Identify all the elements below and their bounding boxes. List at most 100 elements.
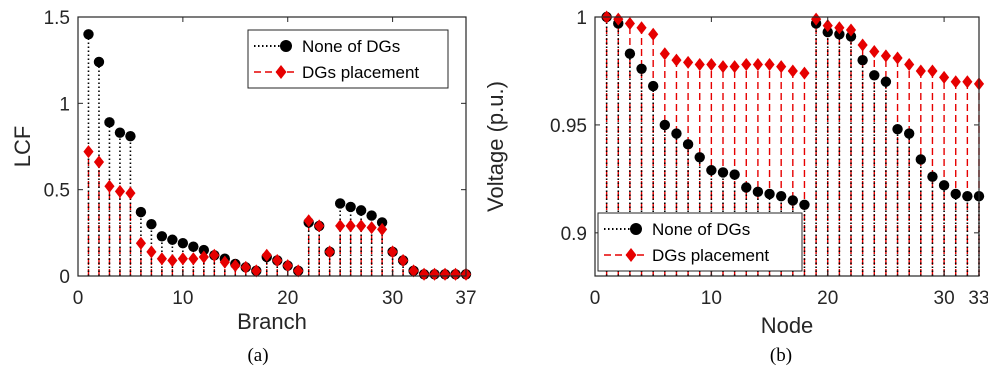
x-axis-label-b: Node — [761, 313, 814, 338]
marker-dgs-placement — [93, 155, 105, 169]
marker-dgs-placement — [659, 47, 670, 61]
marker-none-of-dgs — [198, 244, 210, 256]
marker-none-of-dgs — [636, 63, 647, 74]
marker-dgs-placement — [799, 66, 810, 80]
marker-none-of-dgs — [659, 119, 671, 131]
x-tick-label: 30 — [382, 288, 403, 309]
legend-symbol-none-of-dgs-b — [604, 223, 644, 235]
marker-none-of-dgs — [83, 29, 94, 40]
marker-dgs-placement — [683, 55, 694, 69]
marker-dgs-placement — [752, 57, 763, 71]
axes-box-b — [594, 16, 980, 277]
marker-dgs-placement — [741, 57, 752, 71]
legend-symbol-dgs-placement-a — [254, 65, 294, 79]
axes-box-a — [77, 16, 467, 277]
marker-none-of-dgs — [135, 206, 147, 218]
x-axis-label-a: Branch — [237, 309, 307, 334]
marker-dgs-placement — [950, 75, 961, 89]
marker-none-of-dgs — [114, 127, 126, 138]
y-tick-label: 1.5 — [44, 8, 70, 29]
marker-dgs-placement — [429, 267, 440, 281]
marker-dgs-placement — [648, 27, 659, 41]
marker-none-of-dgs — [787, 195, 799, 206]
marker-none-of-dgs — [125, 130, 136, 142]
marker-dgs-placement — [857, 38, 868, 52]
marker-dgs-placement — [892, 51, 903, 65]
marker-dgs-placement — [230, 259, 241, 273]
marker-dgs-placement — [135, 236, 146, 250]
legend-box-b — [597, 212, 803, 272]
marker-none-of-dgs — [857, 54, 868, 66]
marker-none-of-dgs — [188, 241, 199, 252]
x-tick-label: 30 — [934, 288, 955, 309]
marker-none-of-dgs — [694, 152, 705, 163]
marker-dgs-placement — [240, 260, 251, 274]
marker-dgs-placement — [125, 186, 136, 200]
marker-dgs-placement — [272, 253, 283, 267]
marker-none-of-dgs — [706, 165, 717, 176]
chart-panel-b: 0 10 20 30 33 0.9 0.95 1 Node Voltage (p.u.) No… — [483, 8, 988, 366]
marker-none-of-dgs — [146, 219, 157, 230]
legend-marker — [275, 65, 287, 79]
marker-dgs-placement — [293, 264, 304, 278]
marker-none-of-dgs — [167, 234, 178, 245]
marker-none-of-dgs — [927, 171, 938, 182]
marker-none-of-dgs — [903, 128, 915, 139]
marker-dgs-placement — [869, 45, 880, 59]
marker-dgs-placement — [927, 64, 938, 78]
marker-none-of-dgs — [93, 56, 105, 68]
x-tick-label: 10 — [172, 288, 193, 309]
legend-label-dgs-placement-b: DGs placement — [652, 246, 769, 265]
marker-none-of-dgs — [962, 190, 973, 202]
marker-dgs-placement — [624, 16, 635, 30]
marker-dgs-placement — [450, 267, 461, 281]
y-tick-label: 0 — [59, 267, 70, 288]
x-tick-label: 33 — [968, 288, 988, 309]
marker-dgs-placement — [366, 221, 377, 235]
markers-layer-b — [601, 10, 985, 210]
legend-marker — [280, 40, 292, 52]
marker-dgs-placement — [104, 179, 115, 193]
marker-none-of-dgs — [355, 205, 367, 216]
marker-none-of-dgs — [915, 154, 927, 165]
x-tick-label: 10 — [701, 288, 722, 309]
marker-dgs-placement — [915, 64, 926, 78]
marker-dgs-placement — [408, 264, 419, 278]
marker-dgs-placement — [377, 222, 388, 236]
marker-none-of-dgs — [752, 186, 764, 198]
marker-none-of-dgs — [764, 188, 775, 200]
marker-dgs-placement — [613, 12, 624, 26]
y-tick-label: 1 — [576, 8, 587, 29]
marker-dgs-placement — [729, 60, 740, 74]
marker-dgs-placement — [880, 49, 891, 63]
marker-dgs-placement — [114, 184, 126, 198]
legend-b: None of DGs DGs placement — [597, 212, 803, 272]
marker-dgs-placement — [962, 75, 973, 89]
y-axis-label-a: LCF — [10, 126, 35, 168]
marker-none-of-dgs — [950, 188, 961, 200]
marker-dgs-placement — [439, 267, 451, 281]
caption-b: (b) — [770, 345, 792, 366]
marker-dgs-placement — [335, 219, 346, 233]
marker-none-of-dgs — [647, 80, 659, 92]
marker-none-of-dgs — [869, 70, 880, 81]
y-tick-label: 0.95 — [550, 116, 587, 137]
marker-dgs-placement — [764, 57, 775, 71]
marker-none-of-dgs — [892, 124, 903, 135]
marker-dgs-placement — [787, 64, 798, 78]
marker-none-of-dgs — [729, 169, 740, 180]
marker-none-of-dgs — [376, 217, 388, 228]
legend-label-none-of-dgs-a: None of DGs — [302, 37, 400, 56]
marker-none-of-dgs — [156, 231, 168, 242]
legend-a: None of DGs DGs placement — [247, 29, 449, 89]
marker-none-of-dgs — [938, 180, 950, 191]
marker-dgs-placement — [146, 245, 157, 259]
caption-a: (a) — [247, 345, 268, 366]
marker-dgs-placement — [776, 60, 787, 74]
marker-dgs-placement — [834, 21, 845, 35]
legend-symbol-dgs-placement-b — [604, 248, 644, 262]
marker-none-of-dgs — [345, 201, 356, 213]
x-tick-label: 37 — [455, 288, 476, 309]
x-tick-label: 20 — [277, 288, 298, 309]
ticks-layer-a: 0 10 20 30 37 0 0.5 1 1.5 — [44, 8, 477, 309]
